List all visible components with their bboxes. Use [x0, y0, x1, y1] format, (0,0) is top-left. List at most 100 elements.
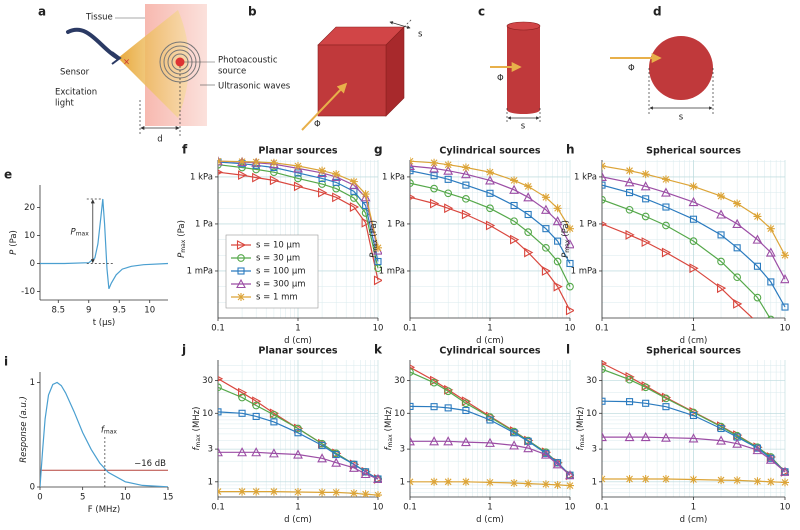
x-tick-label: 8.5	[52, 306, 66, 316]
series-line	[410, 405, 571, 476]
marker	[332, 170, 341, 179]
marker	[238, 393, 246, 402]
y-axis-label-part: max	[387, 434, 394, 448]
marker	[444, 175, 452, 183]
series-line	[602, 436, 786, 473]
series-line	[218, 491, 379, 496]
marker	[542, 243, 550, 252]
y-tick-label: 1 kPa	[574, 172, 597, 182]
marker	[753, 212, 762, 221]
marker	[688, 433, 699, 443]
y-axis-label-part: (MHz)	[192, 407, 202, 432]
x-axis-label: d (cm)	[680, 336, 708, 346]
y-tick-label: 1	[592, 477, 597, 487]
marker	[688, 196, 699, 207]
marker	[733, 476, 742, 485]
marker	[318, 187, 328, 198]
marker	[689, 215, 698, 223]
marker	[553, 281, 563, 292]
marker	[765, 454, 776, 464]
marker	[733, 244, 741, 252]
marker	[461, 477, 470, 486]
marker	[541, 480, 550, 489]
marker	[410, 157, 414, 166]
marker	[541, 266, 552, 276]
marker	[641, 170, 650, 179]
marker	[361, 190, 370, 199]
dim-line	[403, 18, 413, 28]
marker	[218, 383, 222, 392]
diagram-a: a × Tissue Sensor Excitation light Photo…	[38, 4, 291, 145]
marker	[462, 399, 470, 408]
excitation-light	[118, 10, 189, 118]
marker	[410, 436, 415, 446]
marker	[238, 170, 248, 181]
x-tick-label: 10	[373, 503, 384, 513]
marker	[318, 488, 327, 497]
marker	[717, 192, 726, 201]
marker	[430, 158, 439, 167]
series-line	[602, 368, 786, 473]
series-line	[410, 196, 571, 311]
y-axis-label: Pmax (Pa)	[369, 220, 379, 258]
y-tick-label: 3	[592, 445, 597, 455]
marker	[349, 202, 360, 212]
marker	[444, 387, 453, 396]
chart-panel: j Planar sources 0.1 1 10 1 3 10 30 d (cm) fmax (MH…	[181, 343, 383, 525]
y-tick-label: 30	[202, 376, 213, 386]
marker	[252, 401, 261, 410]
marker	[780, 274, 789, 284]
x-tick-label: 0	[37, 493, 42, 503]
marker	[767, 278, 775, 286]
marker	[625, 474, 634, 483]
chart-title: Spherical sources	[646, 146, 741, 157]
marker	[317, 453, 327, 463]
y-axis-label-part: Response (a.u.)	[19, 396, 29, 463]
marker	[218, 375, 224, 382]
legend-label: s = 100 μm	[256, 267, 306, 277]
marker	[541, 204, 551, 214]
marker	[294, 161, 302, 170]
y-tick-label: 10	[202, 409, 213, 419]
y-axis-label-part: max	[180, 239, 187, 253]
series-line	[410, 182, 571, 287]
sphere	[649, 36, 713, 100]
x-tick-label: 10	[780, 324, 791, 334]
series-line	[40, 198, 169, 290]
marker	[767, 315, 775, 318]
y-axis-label-part: P	[177, 252, 187, 258]
fmax-label-part: max	[104, 428, 118, 435]
marker	[430, 403, 438, 411]
marker	[640, 181, 651, 191]
x-tick-label: 10	[144, 306, 155, 316]
x-tick-label: 10	[120, 493, 131, 503]
marker	[461, 209, 472, 220]
marker	[374, 491, 382, 497]
marker	[485, 437, 495, 447]
legend-marker	[236, 278, 246, 289]
marker	[218, 157, 222, 166]
marker	[554, 237, 562, 245]
marker	[524, 247, 534, 258]
marker	[430, 198, 440, 209]
marker	[509, 184, 519, 194]
label: s	[418, 30, 423, 40]
marker	[662, 403, 670, 411]
marker	[641, 474, 650, 483]
marker	[716, 435, 726, 445]
marker	[524, 479, 533, 488]
y-tick-label: 1	[30, 378, 35, 388]
y-axis-label-part: (Pa)	[177, 220, 187, 237]
marker	[270, 418, 278, 426]
y-axis-label-part: f	[576, 445, 586, 450]
y-axis-label-part: P	[561, 252, 571, 258]
label: Φ	[497, 74, 504, 84]
marker	[717, 424, 725, 433]
marker	[374, 257, 382, 266]
marker	[462, 181, 470, 189]
marker	[294, 487, 302, 496]
label: Φ	[628, 64, 635, 74]
marker	[429, 163, 439, 173]
y-tick-label: 30	[394, 376, 405, 386]
